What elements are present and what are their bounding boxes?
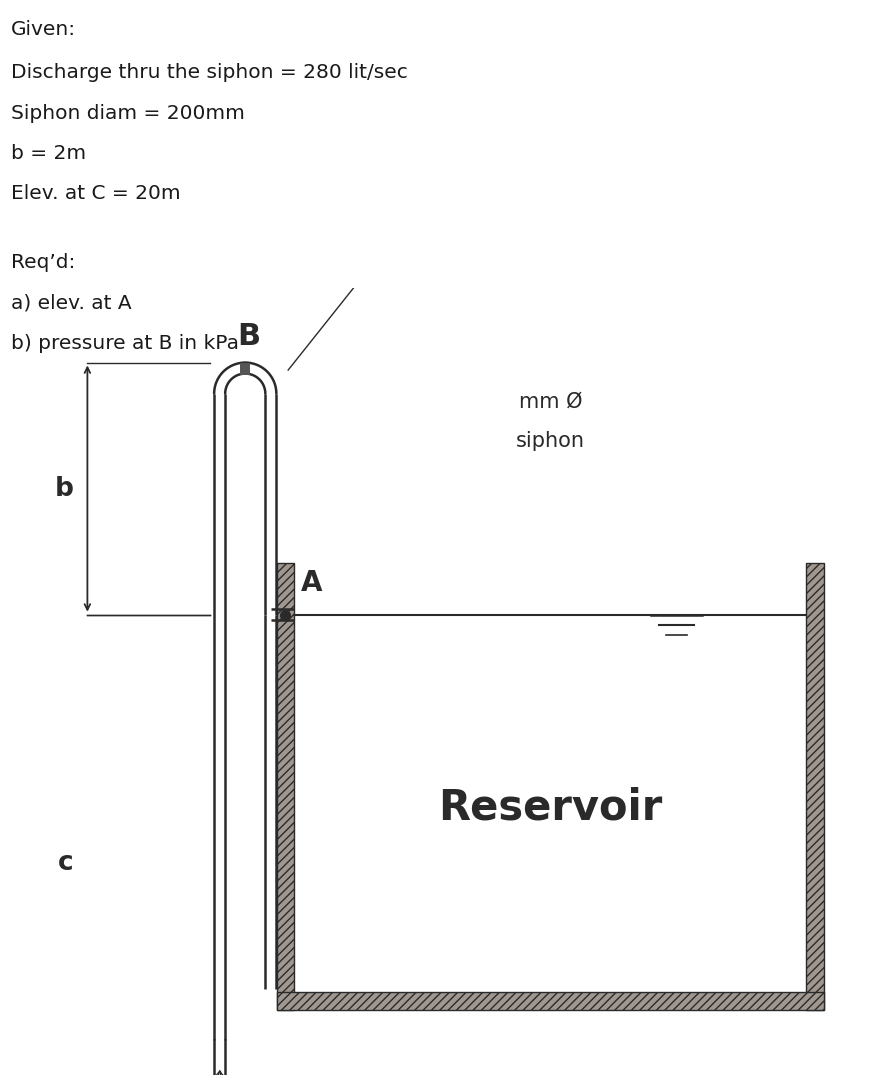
Text: A: A [301,569,323,597]
Text: b = 2m: b = 2m [11,143,86,163]
FancyBboxPatch shape [277,564,295,1010]
Text: mm Ø: mm Ø [519,392,582,412]
Text: a) elev. at A: a) elev. at A [11,293,132,313]
Bar [240,364,250,375]
Text: B: B [237,321,261,351]
Text: Given:: Given: [11,21,76,39]
Text: b: b [55,476,73,502]
Text: Discharge thru the siphon = 280 lit/sec: Discharge thru the siphon = 280 lit/sec [11,63,408,83]
FancyBboxPatch shape [277,993,823,1010]
Text: Siphon diam = 200mm: Siphon diam = 200mm [11,103,245,123]
Text: Req’d:: Req’d: [11,253,75,273]
Text: siphon: siphon [516,431,585,452]
Text: Elev. at C = 20m: Elev. at C = 20m [11,185,180,203]
Text: c: c [57,849,73,875]
Text: Reservoir: Reservoir [438,786,662,829]
FancyBboxPatch shape [806,564,823,1010]
Text: b) pressure at B in kPa: b) pressure at B in kPa [11,333,238,353]
